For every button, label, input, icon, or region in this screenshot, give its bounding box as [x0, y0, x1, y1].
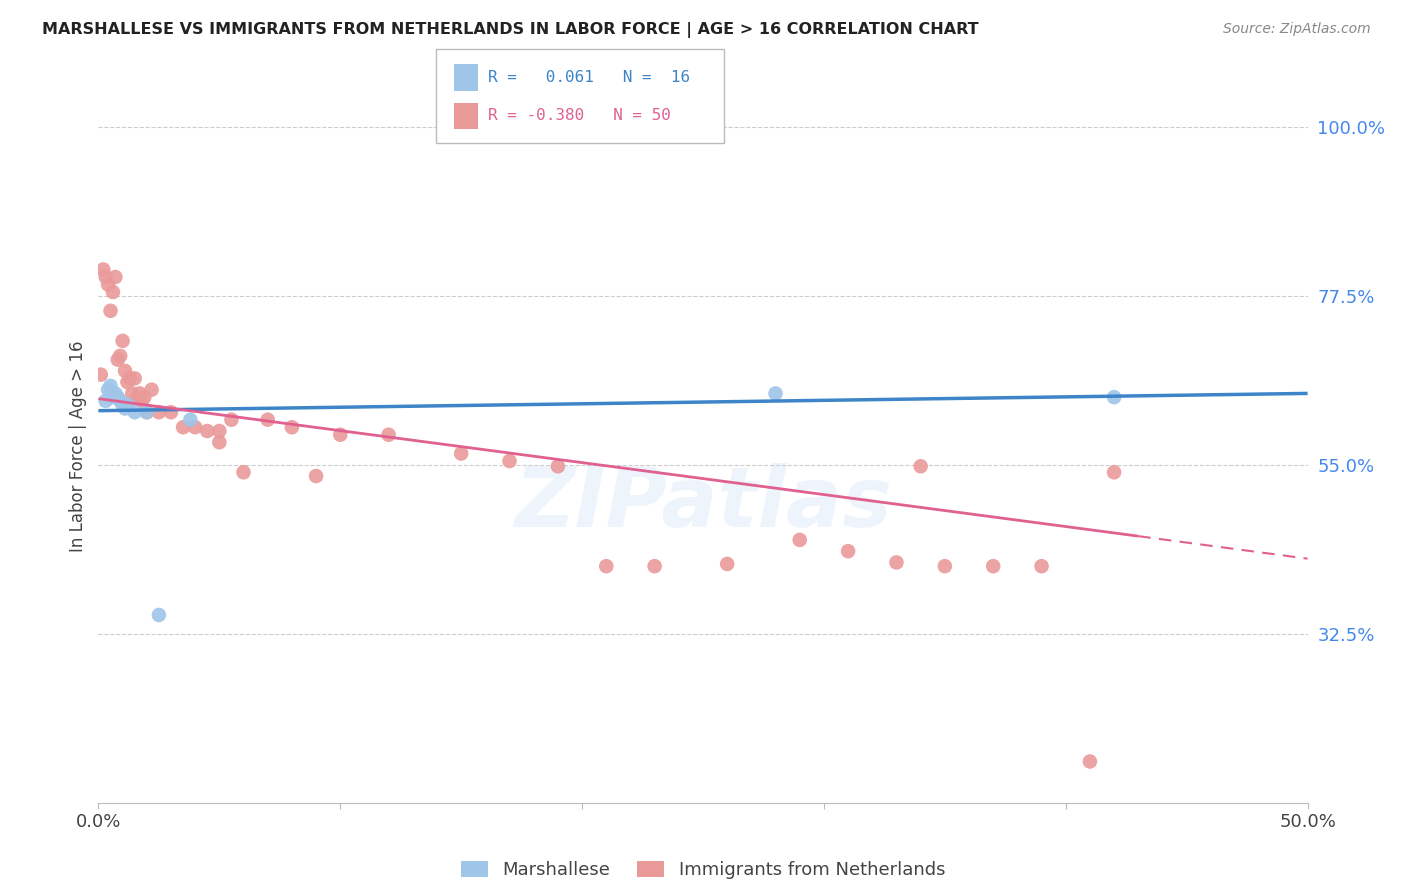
Point — [910, 459, 932, 474]
Point — [117, 398, 139, 412]
Point — [837, 544, 859, 558]
Point — [134, 390, 156, 404]
Text: R =   0.061   N =  16: R = 0.061 N = 16 — [488, 70, 690, 85]
Point — [716, 557, 738, 571]
Point — [124, 405, 146, 419]
Point — [111, 398, 134, 412]
Point — [97, 383, 120, 397]
Point — [886, 556, 908, 570]
Point — [100, 379, 122, 393]
Point — [179, 413, 201, 427]
Point — [128, 386, 150, 401]
Point — [101, 285, 124, 299]
Point — [90, 368, 112, 382]
Point — [114, 401, 136, 416]
Point — [1031, 559, 1053, 574]
Point — [141, 383, 163, 397]
Point — [160, 405, 183, 419]
Point — [232, 465, 254, 479]
Point — [172, 420, 194, 434]
Point — [111, 334, 134, 348]
Point — [91, 262, 114, 277]
Text: ZIPatlas: ZIPatlas — [515, 463, 891, 543]
Y-axis label: In Labor Force | Age > 16: In Labor Force | Age > 16 — [69, 340, 87, 552]
Legend: Marshallese, Immigrants from Netherlands: Marshallese, Immigrants from Netherlands — [454, 854, 952, 887]
Point — [305, 469, 328, 483]
Point — [121, 386, 143, 401]
Point — [114, 364, 136, 378]
Point — [765, 386, 787, 401]
Point — [124, 371, 146, 385]
Point — [184, 420, 207, 434]
Text: R = -0.380   N = 50: R = -0.380 N = 50 — [488, 109, 671, 123]
Point — [104, 270, 127, 285]
Point — [1102, 465, 1125, 479]
Point — [117, 375, 139, 389]
Point — [104, 386, 127, 401]
Point — [127, 392, 149, 406]
Point — [329, 427, 352, 442]
Text: Source: ZipAtlas.com: Source: ZipAtlas.com — [1223, 22, 1371, 37]
Point — [256, 413, 278, 427]
Point — [644, 559, 666, 574]
Point — [208, 424, 231, 438]
Point — [135, 405, 157, 419]
Point — [1078, 755, 1101, 769]
Point — [1102, 390, 1125, 404]
Point — [221, 413, 243, 427]
Point — [135, 405, 157, 419]
Point — [281, 420, 304, 434]
Point — [208, 435, 231, 450]
Point — [934, 559, 956, 574]
Point — [94, 393, 117, 408]
Point — [195, 424, 218, 438]
Point — [148, 607, 170, 622]
Point — [108, 393, 131, 408]
Point — [450, 446, 472, 460]
Point — [118, 371, 141, 385]
Point — [981, 559, 1004, 574]
Point — [108, 349, 131, 363]
Point — [107, 390, 129, 404]
Text: MARSHALLESE VS IMMIGRANTS FROM NETHERLANDS IN LABOR FORCE | AGE > 16 CORRELATION: MARSHALLESE VS IMMIGRANTS FROM NETHERLAN… — [42, 22, 979, 38]
Point — [498, 454, 520, 468]
Point — [547, 459, 569, 474]
Point — [94, 270, 117, 285]
Point — [131, 393, 153, 408]
Point — [595, 559, 617, 574]
Point — [789, 533, 811, 547]
Point — [148, 405, 170, 419]
Point — [107, 352, 129, 367]
Point — [101, 390, 124, 404]
Point — [97, 277, 120, 292]
Point — [100, 303, 122, 318]
Point — [377, 427, 399, 442]
